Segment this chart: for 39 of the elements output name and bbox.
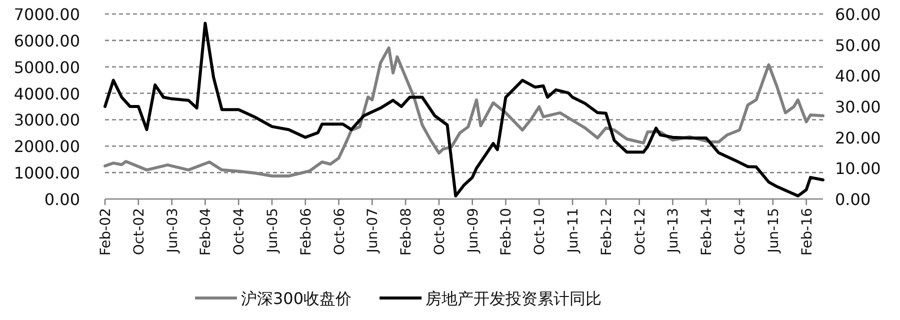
y-tick-label: 2000.00: [14, 137, 80, 156]
y-tick-label: 6000.00: [14, 31, 80, 50]
y2-tick-label: 10.00: [835, 159, 881, 178]
x-tick-label: Oct-08: [432, 208, 448, 256]
x-tick-label: Jun-13: [666, 208, 682, 254]
y-tick-label: 1000.00: [14, 164, 80, 183]
x-tick-label: Feb-12: [598, 208, 615, 256]
legend-label: 沪深300收盘价: [241, 289, 352, 308]
x-tick-label: Feb-02: [98, 208, 114, 256]
y-tick-label: 3000.00: [14, 110, 80, 130]
x-tick-label: Feb-14: [699, 208, 716, 256]
x-tick-label: Oct-02: [131, 208, 148, 256]
x-tick-label: Jun-15: [766, 208, 782, 254]
y2-tick-label: 50.00: [835, 36, 881, 55]
x-tick-label: Oct-10: [532, 208, 548, 256]
x-tick-label: Feb-08: [398, 208, 415, 256]
x-tick-label: Jun-11: [566, 208, 582, 254]
x-tick-label: Jun-03: [164, 208, 181, 254]
y-tick-label: 7000.00: [14, 5, 80, 24]
y2-tick-label: 20.00: [835, 128, 881, 148]
legend-label: 房地产开发投资累计同比: [426, 289, 602, 308]
y2-tick-label: 60.00: [835, 5, 881, 24]
x-tick-label: Jun-09: [465, 208, 482, 254]
x-tick-label: Feb-16: [799, 208, 816, 256]
x-tick-label: Oct-12: [632, 208, 648, 256]
y2-tick-label: 0.00: [835, 190, 871, 209]
y-tick-label: 0.00: [44, 190, 80, 209]
x-tick-label: Feb-06: [298, 208, 314, 256]
y-tick-label: 4000.00: [14, 84, 80, 104]
x-tick-label: Jun-07: [365, 208, 382, 254]
x-tick-label: Oct-04: [232, 208, 248, 256]
x-tick-label: Oct-06: [332, 208, 348, 256]
x-tick-label: Feb-04: [198, 208, 214, 256]
x-tick-label: Feb-10: [498, 208, 515, 256]
x-tick-label: Jun-05: [264, 208, 281, 254]
x-tick-label: Oct-14: [732, 208, 749, 256]
y-tick-label: 5000.00: [14, 58, 80, 77]
y2-tick-label: 40.00: [835, 66, 881, 86]
y2-tick-label: 30.00: [835, 98, 881, 116]
